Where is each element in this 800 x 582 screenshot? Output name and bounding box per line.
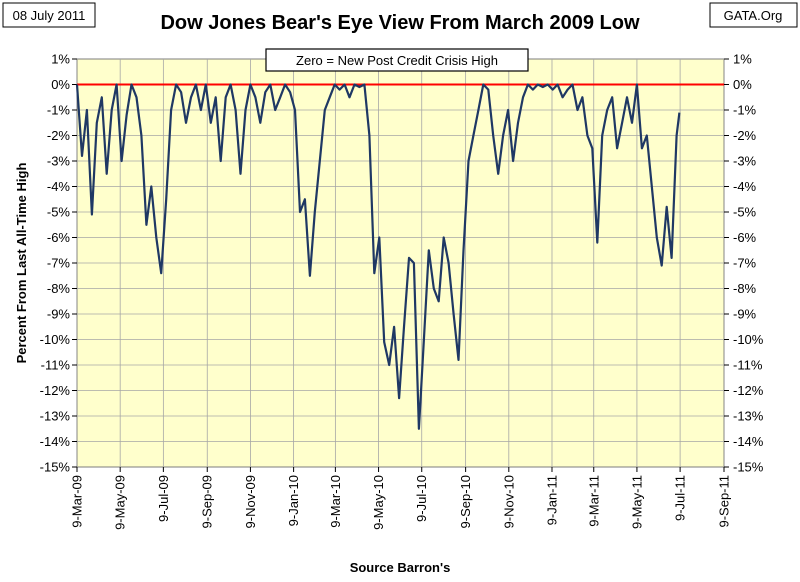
x-tick-label: 9-May-09 [113,475,128,530]
x-tick-label: 9-Mar-09 [70,475,85,528]
y-tick-label-left: -6% [47,230,71,245]
y-axis-right: 1% 0% -1% -2% -3% -4% -5% -6% -7% -8% -9% -10% -11% -… [724,52,764,475]
y-tick-label-left: -4% [47,179,71,194]
y-tick-label-right: -4% [733,179,757,194]
y-axis-label: Percent From Last All-Time High [14,163,29,364]
x-tick-label: 9-Nov-09 [243,475,258,528]
y-tick-label-right: 0% [733,77,752,92]
x-tick-label: 9-Jul-11 [673,475,688,521]
y-tick-label-right: -13% [733,409,764,424]
x-tick-label: 9-Nov-10 [501,475,516,528]
y-tick-label-left: -8% [47,281,71,296]
y-tick-label-left: -11% [41,358,71,373]
x-tick-label: 9-Jan-10 [286,475,301,526]
x-axis: 9-Mar-09 9-May-09 9-Jul-09 9-Sep-09 9-Nov-09… [70,467,732,530]
x-tick-label: 9-May-10 [371,475,386,530]
annotation-box [265,48,529,72]
x-tick-label: 9-Jan-11 [544,475,559,525]
y-tick-label-left: -5% [47,205,71,220]
source-tag: GATA.Org [724,8,783,23]
y-tick-label-right: -6% [733,230,757,245]
y-tick-label-left: -13% [40,409,71,424]
y-tick-label-left: 0% [51,77,70,92]
y-tick-label-right: -8% [733,281,757,296]
date-box [2,2,96,28]
x-tick-label: 9-Sep-09 [200,475,215,528]
chart-title: Dow Jones Bear's Eye View From March 200… [160,12,639,34]
date-label: 08 July 2011 [13,8,86,23]
y-tick-label-left: -12% [40,383,71,398]
y-tick-label-left: -9% [47,307,71,322]
x-tick-label: 9-Jul-10 [414,475,429,522]
source-tag-box [709,2,798,28]
y-tick-label-left: -1% [47,103,71,118]
y-tick-label-left: -15% [40,460,71,475]
x-tick-label: 9-Mar-11 [586,475,601,527]
x-tick-label: 9-Mar-10 [328,475,343,528]
x-tick-label: 9-Sep-10 [458,475,473,528]
y-tick-label-right: -7% [733,256,757,271]
y-tick-label-right: -3% [733,154,757,169]
y-tick-label-right: -12% [733,383,764,398]
y-tick-label-left: -10% [40,332,71,347]
y-tick-label-right: -15% [733,460,764,475]
y-tick-label-right: -14% [733,434,764,449]
x-tick-label: 9-May-11 [629,475,644,529]
y-tick-label-right: -5% [733,205,757,220]
y-tick-label-left: 1% [51,52,70,67]
series-line-dow-bear-eye [75,83,681,430]
y-tick-label-right: -2% [733,128,757,143]
x-tick-label: 9-Jul-09 [156,475,171,522]
y-tick-label-right: 1% [733,52,752,67]
y-tick-label-left: -3% [47,154,71,169]
y-tick-label-left: -14% [40,434,71,449]
y-tick-label-left: -2% [47,128,71,143]
y-tick-label-right: -1% [733,103,757,118]
x-tick-label: 9-Sep-11 [717,475,732,528]
y-tick-label-right: -11% [733,358,763,373]
y-tick-label-right: -9% [733,307,757,322]
y-tick-label-left: -7% [47,256,71,271]
x-axis-label: Source Barron's [350,560,451,575]
y-tick-label-right: -10% [733,332,764,347]
annotation-text: Zero = New Post Credit Crisis High [296,53,498,68]
y-axis-left: 1% 0% -1% -2% -3% -4% -5% -6% -7% -8% -9% -10% -11% -… [40,52,77,475]
